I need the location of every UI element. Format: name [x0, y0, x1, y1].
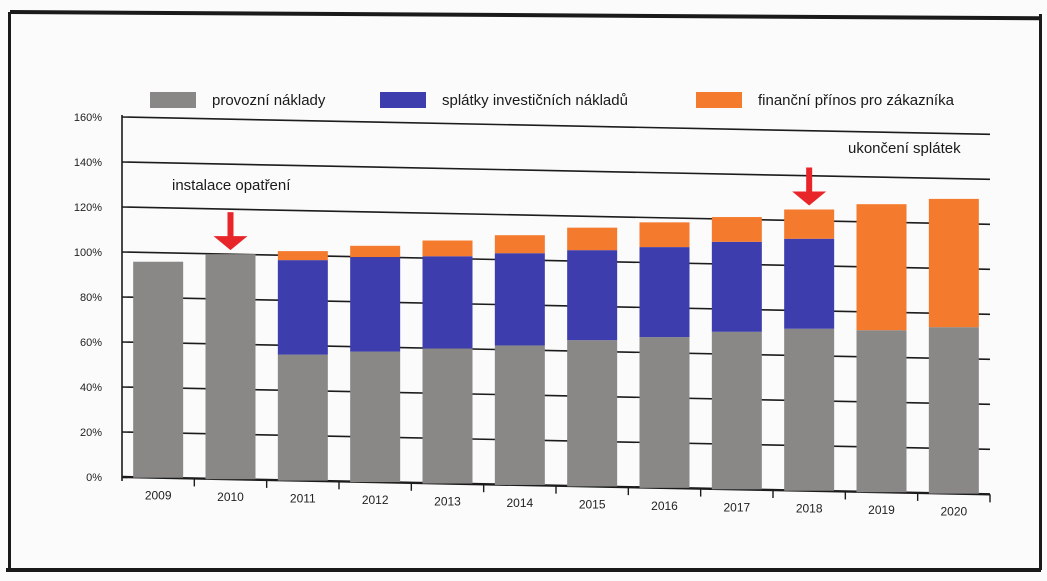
- y-tick-label: 120%: [74, 202, 102, 214]
- gridline: [121, 206, 991, 226]
- gridline: [121, 296, 991, 316]
- annotation-label: ukončení splátek: [848, 140, 961, 157]
- bar-segment: [711, 241, 762, 332]
- bar-segment: [567, 340, 618, 487]
- x-tick-label: 2018: [796, 502, 823, 516]
- frame-border-bottom: [6, 568, 1041, 572]
- annotation-label: instalace opatření: [172, 177, 291, 194]
- bar-segment: [928, 327, 979, 494]
- annotation-arrow-shaft: [227, 212, 234, 239]
- gridline: [121, 431, 991, 451]
- bar-segment: [711, 217, 762, 242]
- gridline: [121, 251, 991, 271]
- bar-segment: [784, 209, 835, 239]
- bar-segment: [639, 222, 690, 248]
- bar-segment: [567, 250, 618, 341]
- bar-segment: [711, 331, 762, 490]
- bar-segment: [639, 337, 690, 488]
- legend-label: splátky investičních nákladů: [442, 92, 628, 109]
- bar-segment: [422, 240, 473, 257]
- x-tick-label: 2010: [217, 490, 244, 504]
- gridline: [121, 116, 991, 136]
- bar-segment: [784, 238, 835, 329]
- bar-segment: [639, 247, 690, 338]
- bar-segment: [494, 345, 545, 485]
- gridline: [121, 341, 991, 361]
- bar-segment: [277, 260, 328, 355]
- x-tick-label: 2011: [290, 492, 316, 506]
- x-tick-label: 2016: [651, 499, 678, 513]
- bar-segment: [494, 253, 545, 346]
- bar-segment: [856, 330, 907, 493]
- bar-segment: [350, 257, 401, 352]
- bar-segment: [277, 354, 328, 481]
- y-tick-label: 0%: [86, 472, 102, 484]
- gridline: [121, 161, 991, 181]
- y-tick-label: 40%: [80, 382, 102, 394]
- bar-segment: [350, 351, 401, 483]
- bar-segment: [133, 261, 184, 478]
- bar-segment: [494, 235, 545, 254]
- bar-segment: [856, 204, 907, 331]
- bar-segment: [567, 227, 618, 251]
- frame-border-right: [1039, 14, 1042, 570]
- x-tick-label: 2020: [940, 505, 967, 519]
- x-tick-label: 2015: [579, 497, 606, 511]
- bar-segment: [277, 251, 328, 261]
- legend: provozní náklady splátky investičních nák…: [150, 92, 955, 109]
- y-tick-label: 60%: [80, 337, 102, 349]
- y-tick-label: 100%: [74, 247, 102, 259]
- x-tick-label: 2012: [362, 493, 389, 507]
- axes: 0% 20% 40% 60% 80% 100% 120% 140% 160% 2009 2010 20…: [74, 112, 991, 519]
- bar-segment: [784, 328, 835, 491]
- legend-swatch: [696, 92, 742, 108]
- bar-segment: [422, 348, 473, 484]
- gridline: [121, 386, 991, 406]
- y-tick-label: 80%: [80, 292, 102, 304]
- y-tick-label: 140%: [74, 157, 102, 169]
- bar-segment: [422, 256, 473, 349]
- bars: [133, 198, 979, 494]
- legend-swatch: [150, 92, 196, 108]
- annotation-arrow-head: [792, 191, 827, 206]
- x-tick-label: 2013: [434, 495, 461, 509]
- x-tick-label: 2017: [723, 500, 750, 514]
- annotation-arrow-head: [213, 236, 248, 251]
- annotations: instalace opatření ukončení splátek: [172, 140, 961, 251]
- legend-swatch: [380, 92, 426, 108]
- legend-label: provozní náklady: [212, 92, 326, 109]
- y-tick-label: 20%: [80, 427, 102, 439]
- y-tick-label: 160%: [74, 112, 102, 124]
- bar-segment: [205, 254, 256, 480]
- annotation-arrow-shaft: [806, 167, 813, 194]
- x-tick-label: 2019: [868, 503, 895, 517]
- x-tick-label: 2014: [506, 496, 533, 510]
- legend-label: finanční přínos pro zákazníka: [758, 92, 955, 109]
- bar-segment: [928, 198, 979, 328]
- bar-segment: [350, 245, 401, 258]
- frame-border-left: [8, 12, 11, 570]
- x-tick-label: 2009: [145, 489, 172, 503]
